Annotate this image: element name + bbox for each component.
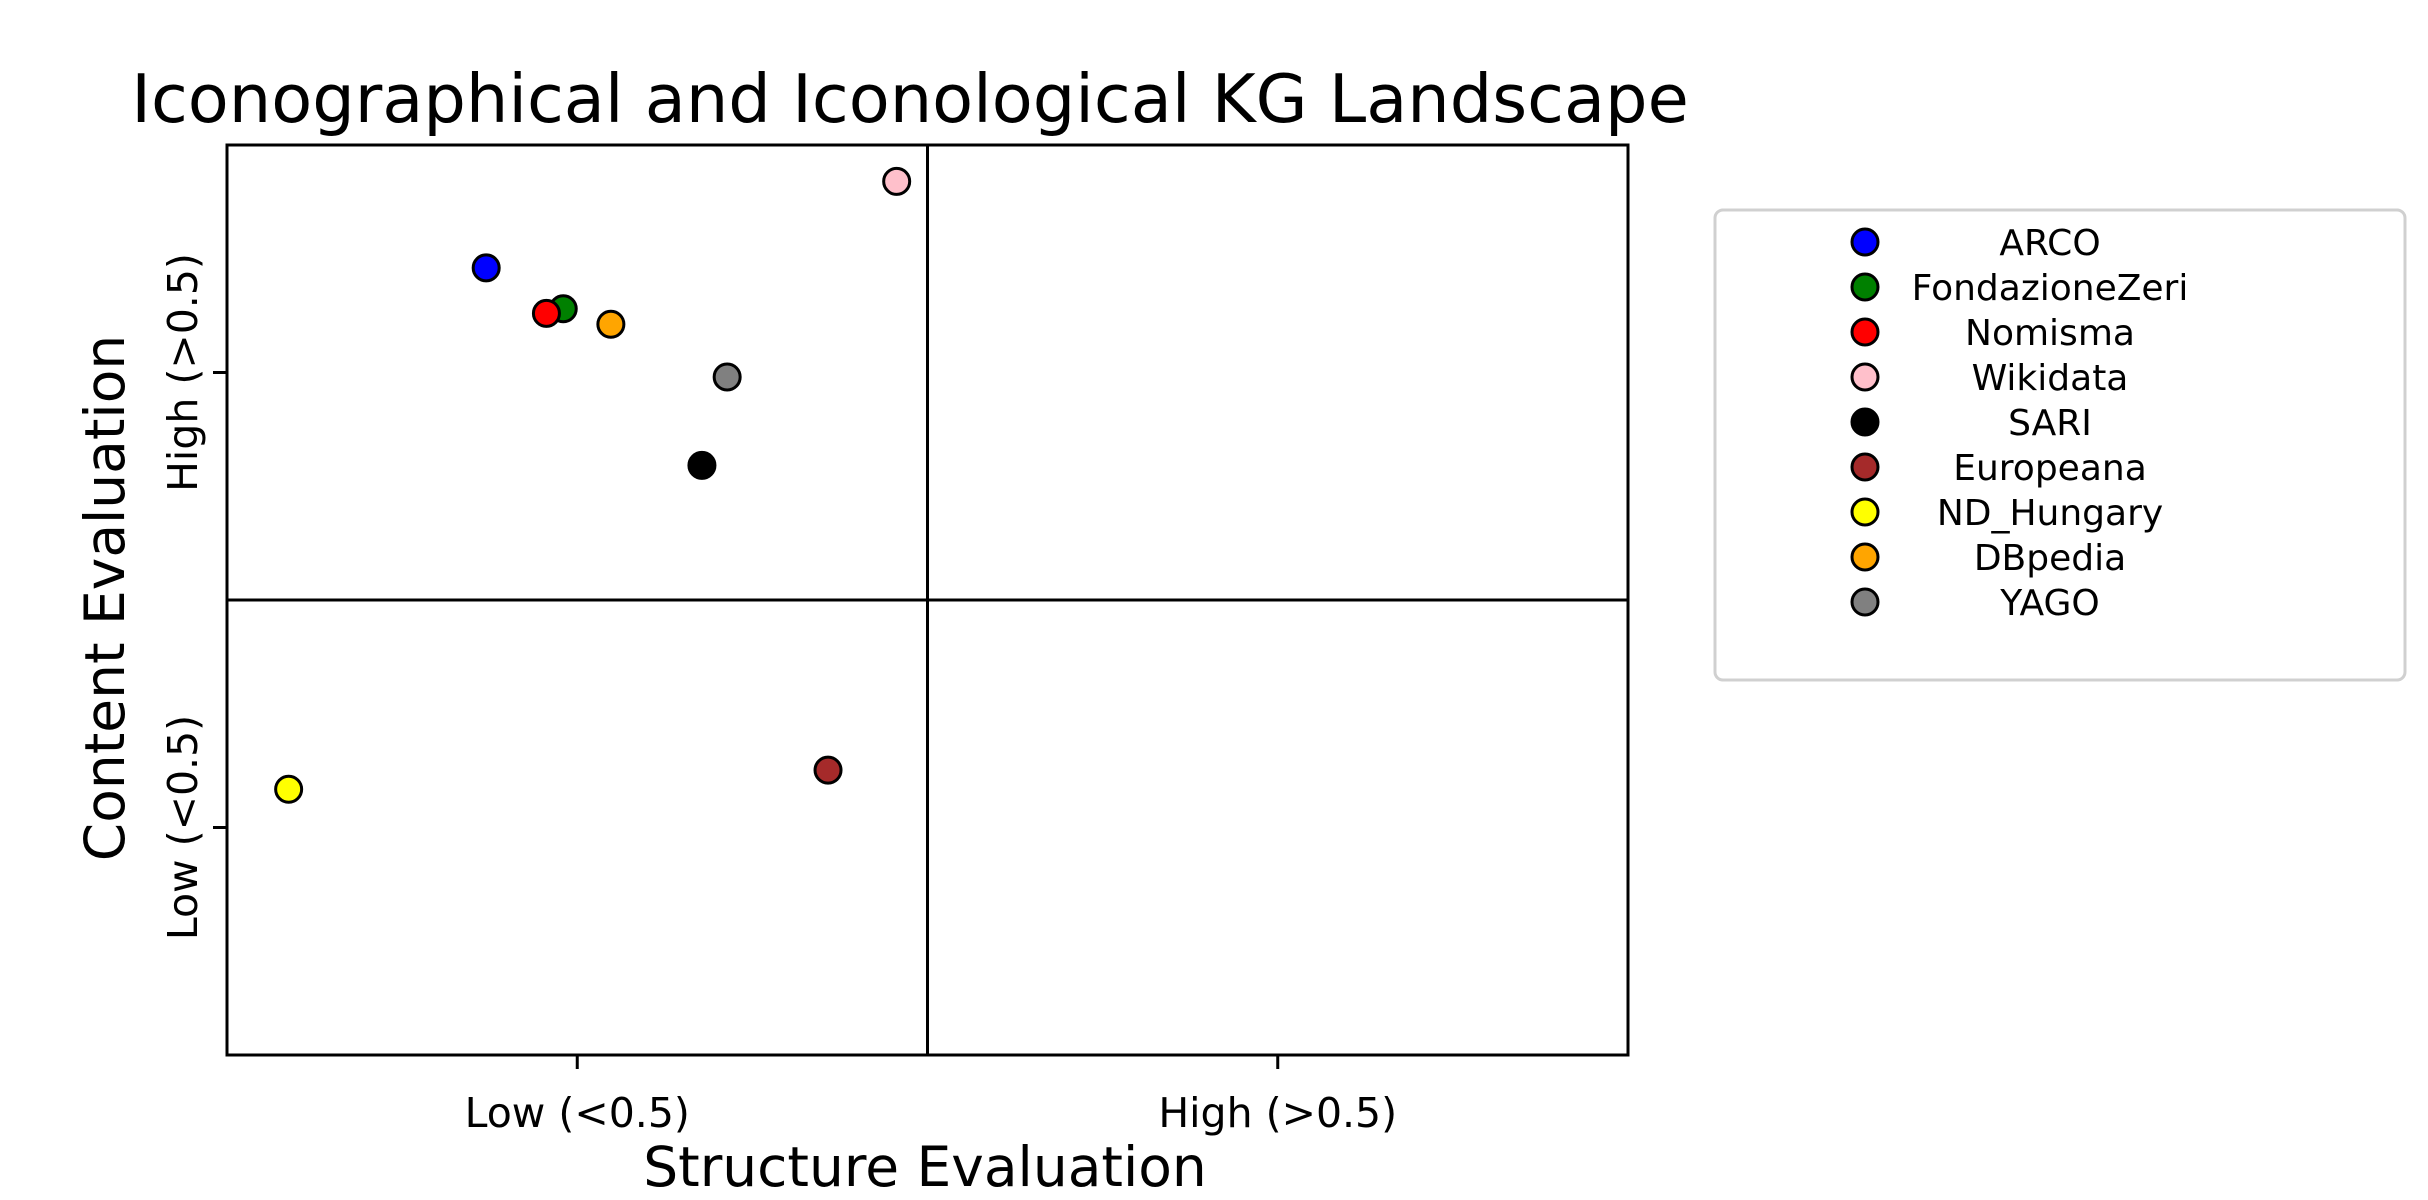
data-points (274, 166, 912, 804)
legend-marker-dbpedia (1850, 542, 1880, 572)
data-point-nomisma (531, 298, 561, 328)
x-axis-ticks: Low (<0.5) High (>0.5) (465, 1055, 1397, 1137)
x-tick-label: Low (<0.5) (465, 1089, 690, 1137)
y-tick-label: High (>0.5) (159, 253, 207, 492)
plot-area (225, 143, 1630, 1057)
data-point-wikidata (882, 166, 912, 196)
legend-marker-sari (1850, 407, 1880, 437)
y-axis-ticks: Low (<0.5) High (>0.5) (159, 253, 227, 940)
chart-title: Iconographical and Iconological KG Lands… (131, 60, 1689, 138)
data-point-europeana (813, 755, 843, 785)
data-point-yago (712, 362, 742, 392)
legend-label-wikidata: Wikidata (1972, 358, 2129, 399)
legend-label-yago: YAGO (1999, 583, 2099, 624)
legend-label-sari: SARI (2008, 403, 2092, 444)
legend-marker-nomisma (1850, 317, 1880, 347)
data-point-arco (471, 253, 501, 283)
legend-marker-nd-hungary (1850, 497, 1880, 527)
legend-marker-europeana (1850, 452, 1880, 482)
x-tick-label: High (>0.5) (1158, 1089, 1397, 1137)
legend-label-arco: ARCO (1999, 223, 2100, 264)
data-point-nd-hungary (274, 774, 304, 804)
legend-marker-wikidata (1850, 362, 1880, 392)
legend: ARCOFondazioneZeriNomismaWikidataSARIEur… (1713, 208, 2407, 682)
legend-frame (1713, 208, 2407, 682)
legend-marker-yago (1850, 587, 1880, 617)
x-axis-title: Structure Evaluation (643, 1135, 1207, 1199)
y-axis-title: Content Evaluation (73, 335, 137, 861)
legend-label-nomisma: Nomisma (1965, 313, 2135, 354)
legend-marker-arco (1850, 227, 1880, 257)
legend-label-dbpedia: DBpedia (1974, 538, 2126, 579)
legend-label-nd-hungary: ND_Hungary (1937, 493, 2163, 534)
data-point-dbpedia (596, 309, 626, 339)
legend-marker-fondazionezeri (1850, 272, 1880, 302)
legend-items: ARCOFondazioneZeriNomismaWikidataSARIEur… (1850, 223, 2189, 624)
data-point-sari (687, 450, 717, 480)
legend-label-fondazionezeri: FondazioneZeri (1912, 268, 2189, 309)
legend-label-europeana: Europeana (1953, 448, 2147, 489)
y-tick-label: Low (<0.5) (159, 715, 207, 940)
